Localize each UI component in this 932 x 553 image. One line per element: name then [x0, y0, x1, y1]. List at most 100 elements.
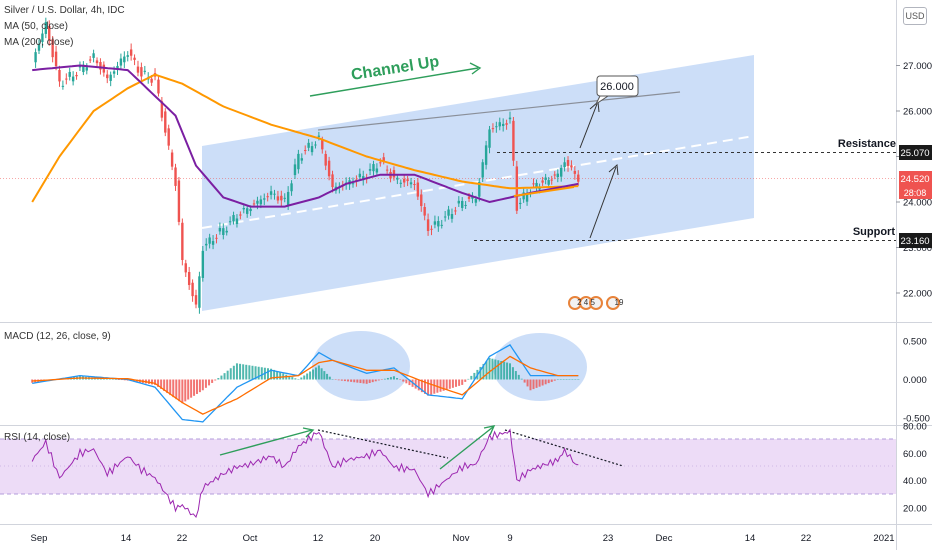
- candle-body: [541, 180, 544, 183]
- time-tick-label: 2021: [873, 533, 894, 544]
- macd-histogram-bar: [108, 378, 111, 380]
- candle-body: [447, 209, 450, 216]
- candle-body: [297, 153, 300, 170]
- macd-histogram-bar: [195, 379, 198, 394]
- macd-highlight-2[interactable]: [493, 333, 587, 401]
- macd-histogram-bar: [303, 375, 306, 380]
- macd-histogram-bar: [102, 378, 105, 380]
- macd-histogram-bar: [239, 363, 242, 380]
- macd-pane[interactable]: [31, 331, 587, 423]
- candle-body: [249, 208, 252, 212]
- macd-histogram-bar: [193, 379, 196, 396]
- macd-histogram-bar: [359, 379, 362, 384]
- macd-histogram-bar: [154, 379, 157, 385]
- rsi-axis[interactable]: 80.00 60.00 40.00 20.00: [903, 422, 927, 515]
- candle-body: [317, 135, 321, 137]
- candle-body: [324, 153, 327, 166]
- macd-histogram-bar: [309, 371, 312, 380]
- macd-histogram-bar: [494, 359, 497, 380]
- macd-histogram-bar: [405, 379, 408, 384]
- candle-body: [544, 177, 547, 180]
- candle-body: [34, 52, 37, 63]
- support-bounce-arrowhead: [608, 163, 619, 176]
- macd-histogram-bar: [291, 377, 294, 380]
- macd-histogram-bar: [374, 379, 377, 382]
- rsi-lower-highs-2[interactable]: [504, 429, 624, 467]
- time-tick-label: 12: [313, 533, 324, 544]
- target-arrow[interactable]: [579, 103, 598, 149]
- candle-body: [123, 56, 126, 63]
- macd-highlight-1[interactable]: [312, 331, 410, 401]
- ma50-legend[interactable]: MA (50, close): [4, 21, 68, 32]
- macd-histogram-bar: [550, 379, 553, 382]
- macd-legend[interactable]: MACD (12, 26, close, 9): [4, 331, 111, 342]
- upper-trend-line[interactable]: [317, 91, 681, 131]
- candle-body: [402, 178, 406, 183]
- symbol-title[interactable]: Silver / U.S. Dollar, 4h, IDC: [4, 5, 125, 16]
- candle-body: [484, 145, 488, 165]
- candle-body: [58, 69, 61, 82]
- candle-body: [164, 111, 167, 133]
- event-marker-4[interactable]: [606, 296, 620, 310]
- candle-body: [538, 187, 541, 190]
- macd-histogram-bar: [279, 372, 282, 380]
- candle-body: [573, 170, 577, 174]
- rsi-line[interactable]: [31, 428, 579, 518]
- macd-histogram-bar: [439, 379, 442, 392]
- candle-body: [259, 199, 263, 205]
- macd-histogram-bar: [266, 368, 269, 380]
- candle-body: [232, 215, 235, 222]
- candle-body: [535, 182, 538, 189]
- event-marker-3[interactable]: [589, 296, 603, 310]
- candle-body: [443, 216, 447, 218]
- candle-body: [235, 218, 239, 225]
- candle-body: [508, 117, 512, 120]
- macd-histogram-bar: [430, 379, 433, 395]
- macd-histogram-bar: [337, 379, 340, 381]
- macd-histogram-bar: [235, 363, 238, 380]
- macd-histogram-bar: [187, 379, 190, 400]
- time-tick-label: Sep: [31, 533, 48, 544]
- rsi-pane[interactable]: [0, 425, 896, 518]
- candle-body: [48, 25, 51, 41]
- candle-body: [488, 129, 491, 148]
- currency-button[interactable]: USD: [903, 7, 927, 25]
- event-markers[interactable]: 2 4 5 19: [568, 296, 624, 310]
- time-tick-label: Dec: [656, 533, 673, 544]
- time-tick-label: 23: [603, 533, 614, 544]
- macd-histogram-bar: [509, 363, 511, 380]
- macd-histogram-bar: [529, 379, 532, 391]
- macd-histogram-bar: [157, 379, 160, 387]
- resistance-tag: [899, 145, 932, 160]
- event-marker-number-2: 19: [615, 298, 624, 307]
- candle-body: [194, 295, 198, 305]
- price-tick-label: 22.000: [903, 289, 932, 300]
- candle-body: [498, 122, 501, 127]
- candle-body: [362, 176, 365, 181]
- candle-body: [187, 271, 191, 286]
- macd-axis[interactable]: 0.500 0.000 -0.500: [903, 337, 930, 425]
- ma50-line[interactable]: [32, 64, 579, 208]
- price-tick-label: 23.000: [903, 243, 932, 254]
- candle-body: [88, 59, 92, 61]
- macd-signal-line[interactable]: [32, 355, 579, 415]
- channel-mid-line[interactable]: [201, 135, 755, 229]
- macd-histogram-bar: [300, 377, 303, 380]
- channel-up-arrow[interactable]: [309, 67, 479, 97]
- macd-histogram-bar: [571, 379, 574, 380]
- candle-body: [177, 180, 181, 222]
- rsi-divergence-arrow-1[interactable]: [219, 429, 313, 456]
- candle-body: [208, 237, 211, 244]
- rsi-divergence-arrow-2[interactable]: [439, 426, 494, 470]
- ma200-legend[interactable]: MA (200, close): [4, 37, 74, 48]
- ma200-line[interactable]: [31, 73, 579, 203]
- target-callout[interactable]: 26.000: [594, 75, 639, 106]
- support-bounce-arrow[interactable]: [589, 166, 617, 239]
- macd-histogram-bar: [217, 378, 220, 380]
- candle-body: [71, 76, 75, 82]
- macd-histogram-bar: [514, 371, 517, 380]
- time-axis[interactable]: Sep 14 22 Oct 12 20 Nov 9 23 Dec 14 22 2021: [31, 533, 895, 544]
- rsi-legend[interactable]: RSI (14, close): [4, 432, 71, 443]
